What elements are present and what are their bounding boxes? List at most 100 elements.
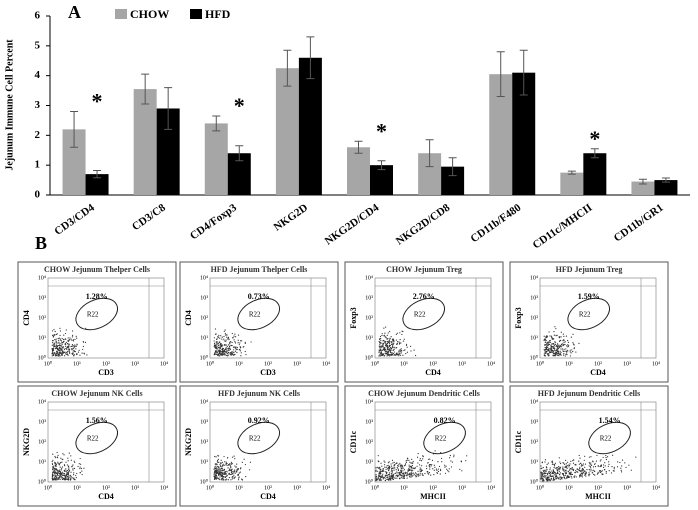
event-dot [61, 347, 64, 349]
event-dot [220, 345, 222, 348]
event-dot [553, 352, 555, 355]
event-dot [58, 349, 61, 352]
event-dot [219, 464, 221, 466]
event-dot [612, 454, 614, 456]
event-dot [588, 468, 590, 471]
event-dot [569, 468, 572, 470]
event-dot [226, 471, 228, 473]
event-dot [71, 336, 74, 338]
event-dot [409, 475, 411, 477]
event-dot [58, 478, 60, 480]
event-dot [411, 472, 413, 474]
y-tick-label: 10² [38, 439, 46, 445]
event-dot [51, 473, 54, 476]
event-dot [386, 348, 389, 350]
event-dot [588, 456, 591, 458]
event-dot [226, 475, 228, 477]
event-dot [235, 349, 237, 351]
event-dot [381, 470, 383, 473]
event-dot [399, 339, 401, 341]
event-dot [216, 471, 218, 473]
event-dot [552, 472, 554, 475]
event-dot [229, 353, 231, 355]
event-dot [419, 473, 421, 475]
event-dot [387, 332, 389, 334]
event-dot [433, 464, 435, 466]
event-dot [55, 477, 57, 480]
event-dot [250, 341, 252, 343]
event-dot [405, 461, 408, 463]
event-dot [392, 349, 395, 351]
event-dot [58, 354, 60, 356]
bar [370, 165, 393, 195]
event-dot [381, 349, 383, 351]
event-dot [565, 348, 567, 350]
event-dot [556, 477, 559, 479]
gate-label: R22 [87, 311, 99, 319]
event-dot [576, 468, 579, 470]
event-dot [549, 474, 552, 476]
bar [418, 153, 442, 195]
bar [62, 129, 86, 195]
event-dot [217, 465, 219, 467]
y-tick-label: 10² [530, 315, 538, 321]
x-tick-label: 10⁴ [322, 361, 330, 367]
event-dot [215, 464, 217, 466]
y-tick-label: 10⁴ [365, 399, 373, 405]
event-dot [565, 466, 567, 469]
event-dot [376, 479, 378, 481]
event-dot [232, 349, 235, 351]
event-dot [540, 465, 542, 467]
event-dot [419, 474, 421, 476]
y-tick-label: 10¹ [200, 335, 208, 341]
event-dot [225, 354, 228, 357]
event-dot [564, 341, 566, 343]
event-dot [237, 473, 240, 475]
event-dot [433, 474, 435, 476]
event-dot [545, 469, 547, 471]
event-dot [236, 469, 238, 471]
flow-plot: HFD Jejunum Dendritic Cells10⁰10⁰10¹10¹1… [509, 385, 669, 507]
event-dot [400, 464, 402, 466]
panel-label: B [35, 233, 47, 253]
event-dot [219, 468, 221, 470]
event-dot [241, 479, 243, 481]
event-dot [411, 458, 413, 460]
event-dot [61, 461, 63, 463]
gate-percent: 0.92% [248, 416, 270, 425]
event-dot [216, 460, 219, 462]
event-dot [56, 451, 58, 454]
event-dot [54, 330, 56, 333]
event-dot [59, 473, 61, 475]
event-dot [560, 336, 562, 338]
event-dot [393, 351, 396, 353]
event-dot [78, 349, 80, 351]
event-dot [228, 463, 231, 465]
event-dot [68, 469, 71, 471]
event-dot [548, 471, 550, 473]
event-dot [214, 344, 217, 347]
event-dot [66, 473, 69, 476]
event-dot [214, 466, 216, 468]
event-dot [421, 465, 423, 467]
event-dot [403, 475, 405, 478]
event-dot [544, 341, 546, 343]
event-dot [573, 459, 575, 461]
event-dot [419, 459, 421, 461]
event-dot [391, 352, 393, 354]
event-dot [388, 468, 390, 471]
x-tick-label: 10¹ [565, 361, 573, 367]
event-dot [390, 347, 392, 349]
event-dot [228, 348, 230, 350]
event-dot [427, 471, 429, 473]
event-dot [234, 353, 236, 356]
event-dot [379, 342, 381, 344]
event-dot [434, 466, 436, 468]
plot-area [374, 401, 492, 483]
event-dot [217, 470, 219, 473]
event-dot [383, 460, 385, 462]
event-dot [434, 450, 436, 452]
event-dot [387, 478, 389, 480]
event-dot [378, 352, 380, 354]
